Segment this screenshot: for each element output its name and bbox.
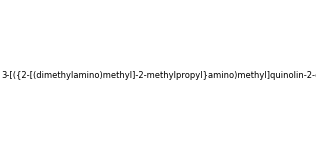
- Text: 3-[({2-[(dimethylamino)methyl]-2-methylpropyl}amino)methyl]quinolin-2-ol: 3-[({2-[(dimethylamino)methyl]-2-methylp…: [1, 71, 316, 80]
